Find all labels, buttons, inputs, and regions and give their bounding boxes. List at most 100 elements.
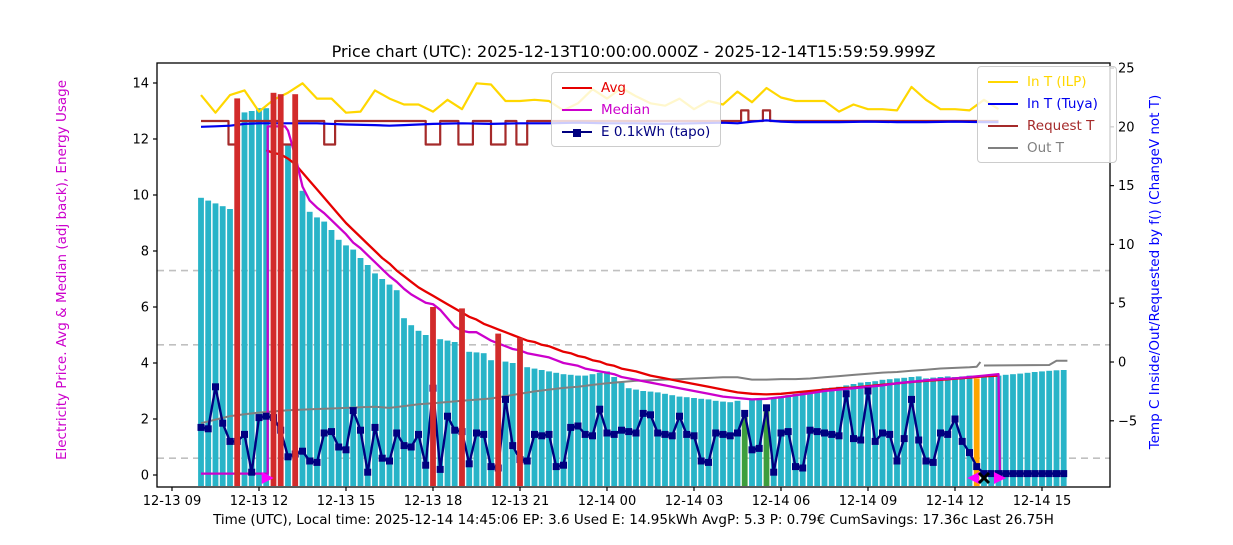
energy-marker	[813, 428, 821, 436]
price-bar	[256, 108, 262, 486]
price-bar	[865, 382, 871, 486]
price-bar	[778, 396, 784, 486]
energy-marker	[705, 458, 712, 466]
energy-marker	[581, 430, 589, 438]
energy-marker	[915, 436, 923, 444]
legend-price-series: Avg Median E 0.1kWh (tapo)	[551, 72, 721, 147]
legend-line-sample	[988, 102, 1018, 105]
energy-line	[197, 383, 1068, 478]
energy-marker	[937, 429, 944, 437]
right-tick-label: 20	[1118, 120, 1135, 135]
x-tick-label: 12-14 15	[1013, 494, 1071, 509]
energy-marker	[1009, 470, 1017, 478]
triangle-right-marker	[261, 472, 274, 484]
price-bar	[509, 363, 516, 486]
price-bar	[227, 209, 233, 486]
energy-marker	[212, 383, 219, 391]
price-bar	[575, 375, 581, 486]
x-tick-label: 12-13 15	[317, 494, 375, 509]
energy-marker	[871, 437, 879, 445]
price-bar	[379, 279, 386, 486]
energy-marker	[618, 426, 625, 434]
legend-label: Avg	[601, 79, 627, 96]
x-tick-label: 12-14 12	[926, 494, 984, 509]
price-bar	[1060, 370, 1067, 486]
energy-marker	[335, 443, 343, 451]
energy-marker	[828, 430, 836, 438]
price-bar	[364, 265, 371, 486]
energy-marker	[777, 429, 785, 437]
price-bar	[1017, 373, 1024, 486]
energy-marker	[886, 430, 894, 438]
energy-marker	[574, 422, 582, 430]
energy-marker	[545, 430, 553, 438]
energy-marker	[219, 419, 227, 427]
price-bar	[669, 395, 676, 486]
energy-marker	[712, 429, 720, 437]
price-bar	[901, 377, 908, 486]
chart-title: Price chart (UTC): 2025-12-13T10:00:00.0…	[331, 42, 936, 61]
energy-marker	[596, 405, 604, 413]
price-bar	[437, 339, 444, 486]
energy-marker	[1031, 470, 1039, 478]
temp-legend-entry: In T (ILP)	[988, 74, 1106, 90]
price-bar	[314, 217, 320, 486]
energy-marker	[632, 429, 640, 437]
price-bar	[596, 372, 603, 486]
x-tick-label: 12-13 09	[143, 494, 201, 509]
price-bar	[973, 378, 980, 486]
energy-marker	[995, 470, 1002, 478]
energy-marker	[364, 468, 372, 476]
triangle-right-marker	[993, 472, 1006, 484]
event-markers	[261, 471, 1006, 485]
legend-line-sample	[988, 80, 1018, 83]
energy-marker	[1002, 470, 1010, 478]
price-bar	[553, 372, 560, 486]
x-tick-label: 12-13 21	[491, 494, 549, 509]
legend-label: Out T	[1027, 139, 1065, 156]
energy-marker	[241, 430, 248, 438]
energy-marker	[1060, 470, 1068, 478]
price-bar	[915, 376, 922, 486]
energy-marker	[487, 463, 495, 471]
legend-line-sample	[988, 124, 1018, 127]
price-bar	[1024, 372, 1031, 486]
price-bar	[560, 374, 567, 486]
energy-marker	[661, 430, 669, 438]
price-bar	[691, 398, 697, 486]
price-bar	[538, 370, 545, 486]
price-bar	[741, 410, 748, 486]
left-tick-label: 8	[141, 244, 149, 259]
right-tick-label: 0	[1118, 356, 1126, 371]
left-axis-label-text: Electricity Price. Avg & Median (adj bac…	[54, 79, 70, 461]
energy-marker	[973, 463, 981, 471]
price-bar	[1031, 372, 1038, 486]
plot-border	[156, 62, 1111, 488]
energy-marker	[262, 412, 270, 420]
price-bar	[705, 399, 712, 486]
energy-marker	[697, 457, 705, 465]
energy-marker	[726, 432, 734, 440]
price-bar	[814, 389, 821, 486]
energy-marker	[799, 464, 807, 472]
energy-marker	[719, 430, 727, 438]
energy-marker	[552, 463, 560, 471]
price-bar	[625, 388, 632, 486]
energy-marker	[734, 429, 741, 437]
price-bar	[821, 388, 828, 486]
x-tick-label: 12-14 09	[839, 494, 897, 509]
price-bar	[763, 406, 770, 486]
energy-marker	[1038, 470, 1046, 478]
price-bar	[988, 376, 995, 486]
energy-marker	[784, 428, 792, 436]
price-bar	[198, 197, 204, 487]
price-bar	[676, 396, 683, 486]
right-tick-label: 5	[1118, 297, 1126, 312]
energy-marker	[473, 429, 480, 437]
energy-marker	[538, 432, 546, 440]
left-tick-label: 10	[132, 188, 149, 203]
price-bar	[966, 375, 973, 486]
price-bar	[531, 368, 538, 486]
energy-marker	[407, 443, 415, 451]
price-bar	[1046, 370, 1053, 486]
